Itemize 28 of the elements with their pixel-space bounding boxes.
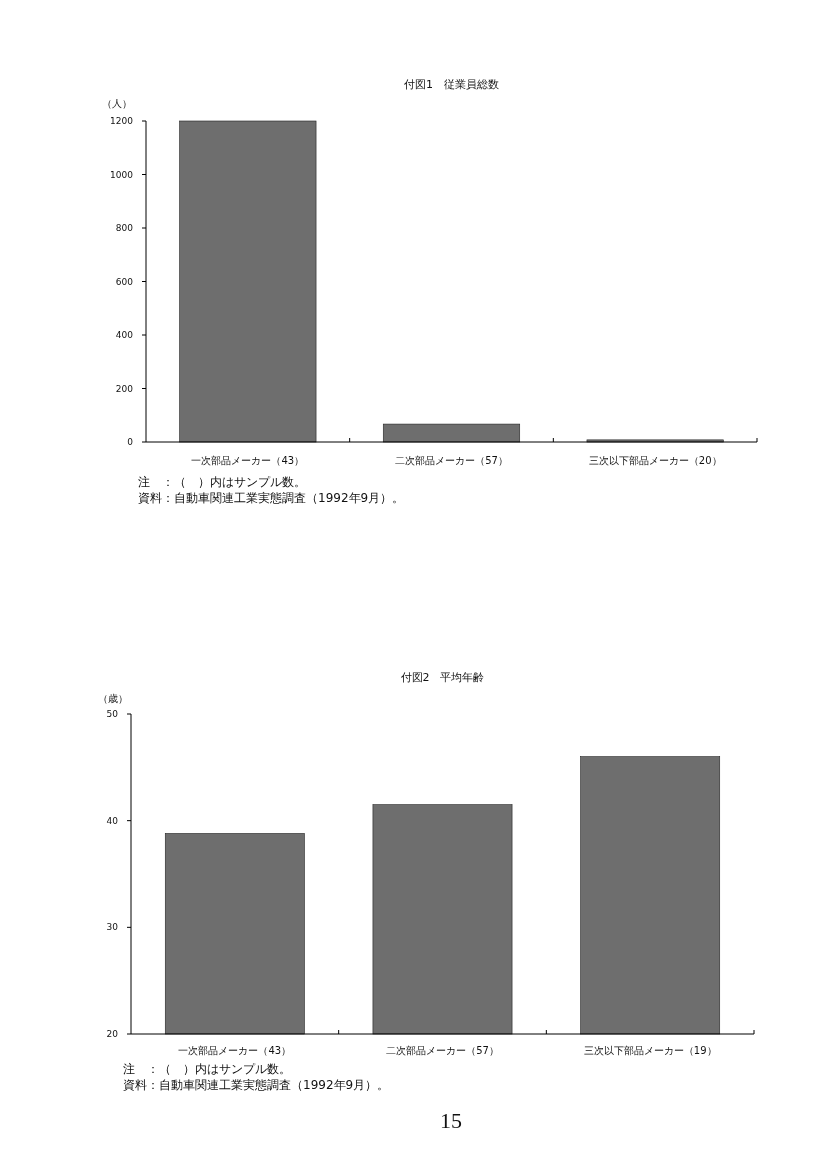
chart-title: 付図2 平均年齢 bbox=[400, 671, 485, 684]
y-axis-title: （人） bbox=[102, 98, 132, 109]
chart-title: 付図1 従業員総数 bbox=[404, 78, 499, 91]
y-tick-label: 40 bbox=[106, 815, 119, 826]
text: 資料：自動車関連工業実態調査（1992年9月）。 bbox=[138, 491, 405, 505]
y-tick-label: 800 bbox=[115, 223, 134, 234]
y-tick-label: 50 bbox=[106, 709, 119, 720]
text: 資料：自動車関連工業実態調査（1992年9月）。 bbox=[123, 1078, 390, 1092]
y-tick-label: 30 bbox=[106, 922, 119, 933]
text: 注 ：（ ）内はサンプル数。 bbox=[123, 1062, 291, 1076]
x-tick-label: 三次以下部品メーカー（19） bbox=[583, 1045, 717, 1056]
text: 15 bbox=[440, 1108, 462, 1133]
x-tick-label: 二次部品メーカー（57） bbox=[395, 455, 508, 466]
x-tick-label: 一次部品メーカー（43） bbox=[178, 1045, 292, 1056]
bar bbox=[179, 120, 317, 443]
y-tick-label: 1200 bbox=[110, 116, 134, 127]
bar bbox=[382, 423, 521, 443]
x-tick-label: 三次以下部品メーカー（20） bbox=[588, 455, 722, 466]
text: 注 ：（ ）内はサンプル数。 bbox=[138, 475, 306, 489]
y-tick-label: 600 bbox=[115, 276, 134, 287]
y-tick-label: 400 bbox=[115, 330, 134, 341]
y-axis-title: （歳） bbox=[98, 693, 128, 704]
y-tick-label: 0 bbox=[127, 437, 134, 448]
x-tick-label: 二次部品メーカー（57） bbox=[386, 1045, 499, 1056]
y-tick-label: 20 bbox=[106, 1029, 119, 1040]
y-tick-label: 200 bbox=[115, 383, 134, 394]
y-tick-label: 1000 bbox=[110, 169, 134, 180]
x-tick-label: 一次部品メーカー（43） bbox=[191, 455, 305, 466]
